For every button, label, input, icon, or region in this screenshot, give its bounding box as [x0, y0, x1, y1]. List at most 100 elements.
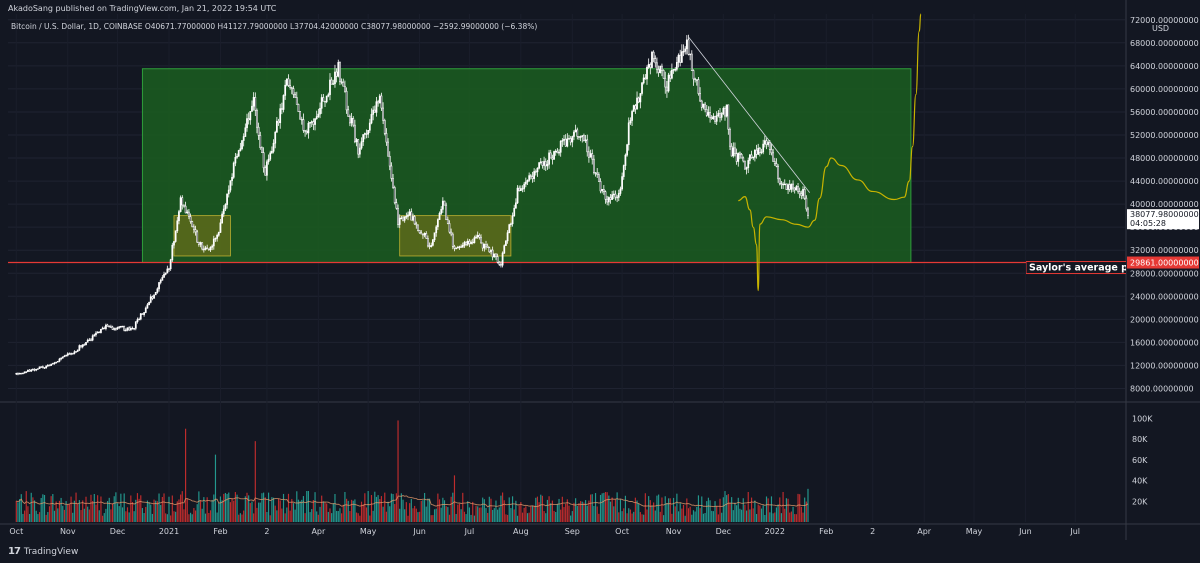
volume-bar: [399, 508, 401, 522]
candle: [352, 116, 355, 128]
candle-body: [740, 154, 743, 159]
candle: [765, 138, 768, 150]
candle: [337, 59, 340, 78]
tradingview-logo[interactable]: 17 TradingView: [8, 546, 78, 557]
volume-bar: [282, 493, 285, 522]
volume-bar: [755, 513, 758, 522]
volume-bar: [404, 509, 406, 522]
candle-body: [652, 51, 655, 59]
volume-bar: [145, 506, 147, 522]
candle: [559, 140, 562, 157]
candle: [591, 149, 594, 165]
volume-bar: [53, 510, 56, 522]
candle: [778, 177, 781, 186]
volume-bar: [15, 500, 17, 522]
candle-body: [451, 233, 454, 247]
candle: [184, 201, 187, 214]
candle-body: [121, 325, 124, 328]
candle: [405, 212, 408, 220]
candle: [383, 118, 386, 136]
candle: [201, 242, 204, 251]
candle: [216, 233, 219, 242]
candle: [322, 93, 325, 102]
candle-body: [656, 62, 658, 70]
candle: [232, 161, 235, 179]
candle-body: [63, 355, 66, 358]
candle: [609, 193, 612, 204]
volume-bar: [115, 492, 117, 522]
annotations[interactable]: [8, 68, 1125, 264]
candle: [463, 240, 466, 248]
candle: [40, 366, 43, 368]
candle: [533, 168, 536, 182]
candle: [514, 198, 517, 209]
volume-bar: [556, 503, 558, 522]
candle: [280, 102, 283, 115]
candle-body: [554, 150, 557, 153]
volume-bar: [284, 513, 286, 522]
symbol-legend[interactable]: Bitcoin / U.S. Dollar, 1D, COINBASE O406…: [11, 22, 538, 31]
volume-bar: [772, 513, 774, 522]
volume-bar: [261, 493, 263, 522]
candle-body: [106, 324, 109, 327]
candle: [393, 185, 396, 205]
volume-bar: [43, 494, 46, 522]
candle: [143, 311, 145, 317]
candle-body: [176, 220, 179, 232]
candle-body: [229, 180, 232, 191]
volume-bar: [206, 497, 208, 522]
candle: [254, 92, 257, 117]
candle: [93, 333, 96, 337]
candle: [709, 106, 711, 123]
candle-body: [612, 193, 615, 196]
candle: [448, 220, 451, 234]
candle: [33, 368, 36, 372]
candle: [349, 114, 351, 127]
candle: [86, 338, 89, 343]
volume-bar: [248, 495, 250, 522]
candle-body: [508, 224, 511, 234]
candle: [367, 129, 370, 138]
volume-bar: [767, 498, 769, 522]
time-axis[interactable]: Oct Nov Dec 2021 Feb 2 Apr May Jun Jul Aug Sep Oct No…: [9, 527, 1080, 536]
volume-bar: [510, 508, 512, 522]
candle: [110, 324, 112, 328]
candle-body: [299, 111, 301, 120]
candle-body: [27, 369, 29, 372]
candle: [685, 35, 688, 55]
volume-bar: [505, 514, 507, 522]
candle: [687, 34, 690, 56]
volume-bar: [57, 508, 59, 522]
volume-bar: [573, 502, 575, 522]
annotations-front[interactable]: [688, 13, 922, 292]
candle: [90, 338, 92, 342]
support-text-label: Saylor's average price: [1029, 263, 1148, 274]
candle: [493, 253, 496, 258]
candle: [556, 148, 559, 154]
candle-body: [76, 349, 79, 352]
candle-body: [730, 145, 733, 157]
candle: [163, 271, 165, 278]
candle-body: [239, 148, 242, 151]
price-axis[interactable]: 72000.0000000068000.0000000064000.000000…: [1130, 16, 1199, 394]
candle: [710, 115, 713, 120]
volume-bar: [116, 503, 119, 522]
candle-body: [770, 149, 773, 154]
candle-body: [602, 189, 605, 192]
candle-body: [539, 161, 542, 163]
candle: [519, 185, 522, 192]
candle-body: [753, 149, 756, 158]
volume-bar: [196, 504, 198, 522]
candle-body: [330, 79, 333, 85]
candle: [548, 149, 550, 169]
volume-bar: [492, 509, 494, 522]
volume-bar: [253, 513, 255, 522]
candle-body: [168, 268, 170, 270]
candle-body: [500, 264, 502, 266]
candle: [277, 118, 280, 126]
candle: [327, 92, 330, 98]
volume-bar: [107, 501, 109, 522]
candle-body: [257, 126, 260, 136]
